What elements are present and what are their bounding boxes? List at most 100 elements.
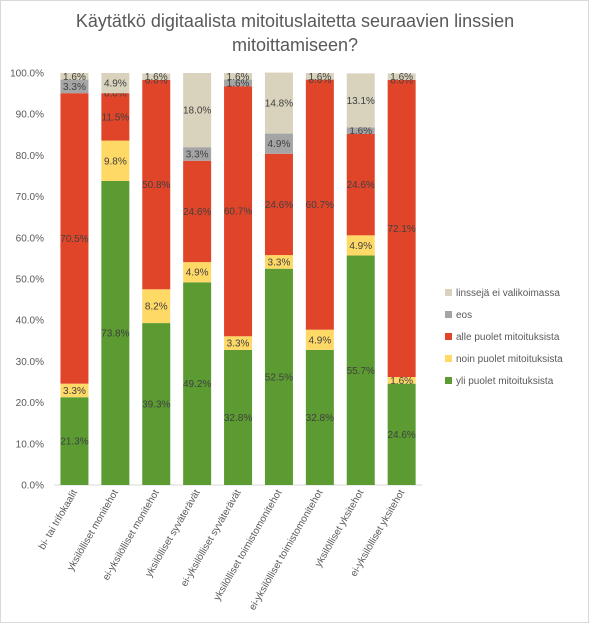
data-label: 13.1% (347, 96, 375, 107)
bar-segment (305, 79, 334, 330)
bar-segment (224, 336, 253, 350)
legend: linssejä ei valikoimassa eos alle puolet m… (445, 288, 563, 387)
data-label: 3.3% (268, 257, 291, 268)
legend-swatch (445, 355, 452, 362)
bar-segment (60, 79, 89, 94)
bar-segment (142, 323, 171, 485)
data-label: 8.2% (145, 302, 168, 313)
data-label: 9.8% (104, 156, 127, 167)
bar-segment (224, 73, 253, 80)
bar-segment (224, 86, 253, 337)
bar-segment (346, 235, 375, 256)
bar-segment (346, 127, 375, 134)
bar-segment (183, 73, 212, 148)
bar-segment (224, 349, 253, 485)
y-tick-label: 40.0% (16, 316, 44, 327)
data-label: 60.7% (306, 200, 334, 211)
bar-segment (142, 289, 171, 324)
data-label: 1.6% (390, 72, 413, 83)
y-tick-label: 80.0% (16, 151, 44, 162)
data-label: 73.8% (101, 328, 129, 339)
data-label: 14.8% (265, 99, 293, 110)
legend-swatch (445, 377, 452, 384)
legend-label: alle puolet mitoituksista (456, 332, 560, 343)
data-label: 0.0% (308, 75, 331, 86)
data-label: 72.1% (387, 224, 415, 235)
legend-label: eos (456, 310, 472, 321)
data-label: 0.0% (145, 76, 168, 87)
bar-segment (264, 268, 293, 485)
data-label: 0.0% (390, 76, 413, 87)
bars: 21.3%3.3%70.5%3.3%1.6%73.8%9.8%11.5%0.0%… (60, 72, 416, 485)
bar-segment (101, 93, 130, 141)
data-label: 1.6% (145, 72, 168, 83)
data-label: 4.9% (349, 241, 372, 252)
bar-segment (264, 133, 293, 154)
data-label: 3.3% (63, 82, 86, 93)
y-tick-label: 0.0% (21, 481, 44, 492)
bar-segment (60, 93, 89, 384)
bar-segment (142, 80, 171, 290)
bar-segment (387, 80, 416, 378)
data-label: 21.3% (60, 437, 88, 448)
x-category-label: ei-yksilölliset toimistomonitehot (247, 488, 325, 613)
legend-label: noin puolet mitoituksista (456, 354, 563, 365)
data-label: 11.5% (102, 112, 130, 123)
bar-segment (101, 140, 130, 181)
y-tick-label: 50.0% (16, 275, 44, 286)
bar-segment (60, 397, 89, 485)
bar-segment (346, 73, 375, 128)
data-label: 1.6% (390, 376, 413, 387)
data-label: 4.9% (268, 139, 291, 150)
data-label: 24.6% (347, 180, 375, 191)
data-label: 39.3% (142, 400, 170, 411)
data-label: 49.2% (183, 379, 211, 390)
bar-segment (305, 329, 334, 350)
data-label: 1.6% (227, 78, 250, 89)
bar-segment (264, 255, 293, 269)
data-label: 3.3% (227, 339, 250, 350)
bar-segment (305, 73, 334, 80)
y-tick-label: 90.0% (16, 110, 44, 121)
bar-segment (101, 73, 130, 94)
data-label: 3.3% (63, 386, 86, 397)
bar-segment (264, 72, 293, 134)
bar-segment (387, 73, 416, 81)
data-label: 52.5% (265, 372, 293, 383)
y-tick-label: 10.0% (16, 439, 44, 450)
data-label: 4.9% (308, 335, 331, 346)
legend-label: yli puolet mitoituksista (456, 376, 554, 387)
chart-title-line-2: mitoittamiseen? (232, 35, 358, 55)
y-tick-label: 70.0% (16, 192, 44, 203)
data-label: 0.0% (104, 89, 127, 100)
data-label: 1.6% (349, 126, 372, 137)
bar-segment (183, 147, 212, 161)
y-tick-label: 20.0% (16, 398, 44, 409)
y-tick-label: 100.0% (10, 69, 44, 80)
chart-title-line-1: Käytätkö digitaalista mitoituslaitetta s… (76, 11, 514, 31)
data-label: 60.7% (224, 207, 252, 218)
data-label: 3.3% (186, 149, 209, 160)
legend-label: linssejä ei valikoimassa (456, 288, 560, 299)
data-label: 24.6% (387, 430, 415, 441)
legend-swatch (445, 289, 452, 296)
bar-segment (264, 153, 293, 256)
data-label: 70.5% (60, 234, 88, 245)
bar-segment (387, 377, 416, 384)
legend-swatch (445, 311, 452, 318)
data-label: 1.6% (308, 72, 331, 83)
data-label: 50.8% (142, 180, 170, 191)
bar-segment (183, 160, 212, 263)
bar-segment (305, 349, 334, 485)
bar-segment (387, 383, 416, 485)
data-label: 18.0% (183, 106, 211, 117)
bar-segment (60, 383, 89, 398)
data-label: 1.6% (63, 72, 86, 83)
data-label: 24.6% (265, 200, 293, 211)
bar-segment (346, 133, 375, 236)
bar-segment (142, 73, 171, 81)
bar-segment (60, 73, 89, 80)
legend-swatch (445, 333, 452, 340)
data-label: 4.9% (186, 268, 209, 279)
